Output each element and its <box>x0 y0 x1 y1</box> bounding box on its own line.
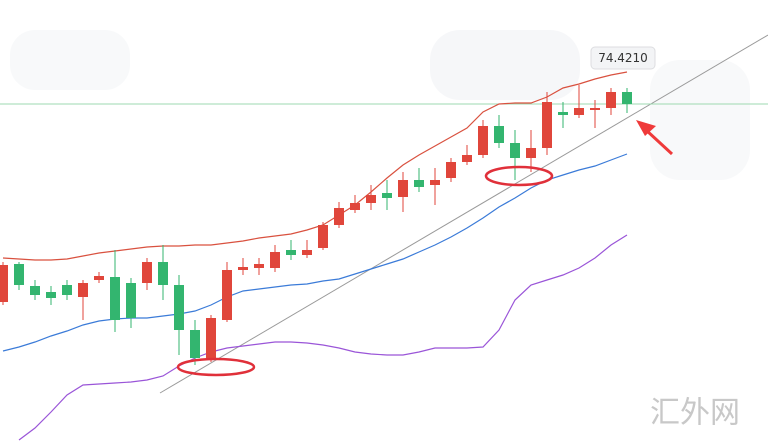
candle-body <box>46 292 56 298</box>
candle-body <box>542 102 552 148</box>
watermark: 汇外网 <box>650 396 740 431</box>
candle-body <box>478 126 488 155</box>
candle-body <box>510 143 520 158</box>
candle-body <box>590 108 600 110</box>
candle-body <box>62 285 72 295</box>
candle-body <box>574 108 584 115</box>
candle-body <box>142 262 152 283</box>
candle-body <box>126 283 136 318</box>
candle-body <box>206 318 216 358</box>
candle-body <box>366 195 376 203</box>
candle-body <box>270 252 280 268</box>
candle-body <box>238 267 248 270</box>
candle-body <box>430 180 440 185</box>
band-line <box>2 153 628 352</box>
candle-body <box>14 264 24 285</box>
candle-body <box>94 276 104 280</box>
candle-body <box>174 285 184 330</box>
candle-body <box>158 262 168 285</box>
candle-body <box>462 155 472 162</box>
candle-body <box>494 126 504 143</box>
highlight-ellipse <box>484 165 554 187</box>
candle-body <box>350 203 360 210</box>
price-label: 74.4210 <box>598 51 648 65</box>
candle-body <box>190 330 200 358</box>
band-line <box>2 71 628 261</box>
candle-body <box>606 92 616 108</box>
candle-body <box>286 250 296 255</box>
candle-body <box>30 286 40 295</box>
candle-body <box>398 180 408 197</box>
candle-body <box>382 193 392 198</box>
candle-body <box>446 162 456 178</box>
highlight-ellipse <box>176 357 256 377</box>
candle-body <box>558 112 568 115</box>
candle-body <box>302 250 312 255</box>
candle-body <box>414 180 424 187</box>
candle-body <box>110 277 120 320</box>
candle-body <box>0 265 8 302</box>
candle-body <box>526 148 536 158</box>
arrow <box>636 120 674 156</box>
band-line <box>18 234 628 441</box>
candle-body <box>318 225 328 248</box>
trend-line <box>159 34 768 394</box>
candle-body <box>78 283 88 297</box>
candle-body <box>222 270 232 320</box>
candle-body <box>334 208 344 225</box>
candle-body <box>254 264 264 268</box>
candle-body <box>622 92 632 104</box>
price-label-box <box>590 46 656 70</box>
